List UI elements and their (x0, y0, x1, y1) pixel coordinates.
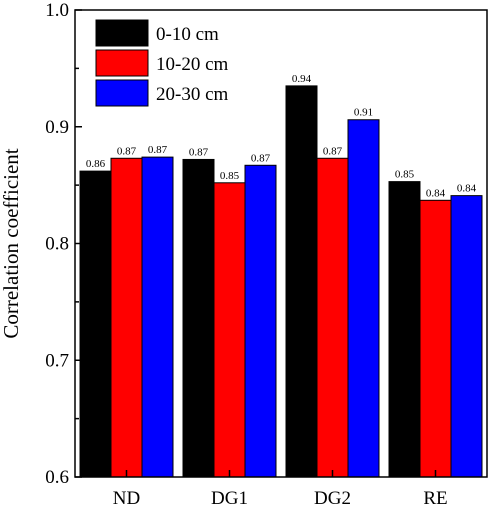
y-tick-labels: 0.6 0.7 0.8 0.9 1.0 (45, 0, 69, 488)
x-tick-label: DG1 (211, 488, 248, 509)
bar (213, 182, 246, 478)
data-label: 0.87 (323, 145, 343, 157)
legend-label: 0-10 cm (156, 24, 219, 45)
x-tick-label: DG2 (314, 488, 351, 509)
x-tick-label: ND (113, 488, 140, 509)
bars (79, 85, 483, 478)
y-tick-label: 0.9 (45, 117, 69, 138)
legend-label: 10-20 cm (156, 54, 229, 75)
bar (450, 195, 483, 478)
legend-swatch (95, 49, 149, 77)
bar (79, 170, 112, 478)
y-tick-label: 1.0 (45, 0, 69, 21)
data-label: 0.87 (148, 144, 168, 156)
data-label: 0.91 (354, 107, 373, 119)
bar (419, 199, 452, 478)
y-tick-label: 0.6 (45, 467, 69, 488)
plot-frame (74, 9, 488, 478)
x-tick-labels: ND DG1 DG2 RE (113, 488, 448, 509)
bar (347, 119, 380, 478)
y-tick-label: 0.7 (45, 350, 69, 371)
data-labels: 0.86 0.87 0.87 0.87 0.85 0.87 0.94 0.87 0.91 0.85… (86, 73, 477, 199)
data-label: 0.85 (220, 170, 240, 182)
bar (182, 158, 215, 478)
data-label: 0.87 (189, 146, 209, 158)
data-label: 0.94 (292, 73, 312, 85)
data-label: 0.85 (395, 169, 415, 181)
data-label: 0.87 (117, 145, 137, 157)
bar (388, 181, 421, 478)
data-label: 0.87 (251, 152, 271, 164)
y-tick-label: 0.8 (45, 234, 69, 255)
bar (141, 156, 174, 478)
bar (316, 157, 349, 478)
data-label: 0.84 (457, 183, 477, 195)
legend: 0-10 cm 10-20 cm 20-30 cm (95, 19, 229, 107)
x-tick-label: RE (423, 488, 447, 509)
bar (110, 157, 143, 478)
data-label: 0.84 (426, 187, 446, 199)
legend-swatch (95, 79, 149, 107)
legend-label: 20-30 cm (156, 84, 229, 105)
y-axis-title: Correlation coefficient (0, 148, 23, 338)
legend-swatch (95, 19, 149, 47)
bar (244, 164, 277, 478)
bar (285, 85, 318, 478)
data-label: 0.86 (86, 158, 106, 170)
